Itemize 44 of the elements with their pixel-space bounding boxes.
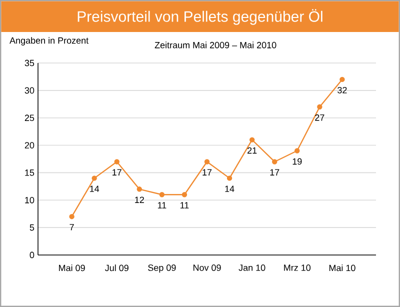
point — [272, 159, 278, 164]
y-tick-label: 20 — [24, 142, 34, 148]
data-label: 21 — [248, 147, 257, 154]
point — [92, 176, 97, 181]
point — [114, 159, 120, 164]
x-tick-label: Mai 10 — [329, 264, 356, 272]
x-tick-label: Mai 09 — [59, 264, 85, 272]
x-tick-label: Jan 10 — [238, 264, 266, 271]
point — [159, 192, 165, 198]
y-tick-label: 10 — [25, 196, 34, 204]
point — [317, 104, 322, 110]
point — [69, 214, 74, 220]
point — [294, 148, 300, 154]
data-label: 14 — [90, 186, 100, 192]
y-tick-label: 30 — [24, 87, 34, 94]
chart-subtitle: Zeitraum Mai 2009 – Mai 2010 — [154, 42, 276, 48]
point — [204, 159, 210, 164]
data-label: 7 — [70, 224, 74, 230]
data-label: 14 — [225, 186, 234, 192]
y-axis-title: Angaben in Prozent — [10, 37, 88, 46]
data-label: 27 — [315, 114, 324, 121]
y-tick-label: 25 — [24, 114, 34, 122]
x-tick-label: Sep 09 — [148, 264, 176, 273]
x-tick-label: Jul 09 — [105, 264, 128, 272]
data-label: 17 — [202, 169, 212, 176]
x-tick-label: Nov 09 — [193, 264, 221, 271]
chart-title: Preisvorteil von Pellets gegenüber Öl — [78, 9, 322, 25]
y-tick-label: 35 — [24, 60, 34, 66]
data-label: 17 — [112, 169, 122, 176]
y-tick-label: 0 — [30, 252, 34, 258]
x-tick-label: Mrz 10 — [284, 264, 311, 271]
data-label: 11 — [180, 202, 189, 208]
data-label: 32 — [338, 86, 347, 94]
data-label: 12 — [135, 196, 144, 203]
point — [226, 176, 232, 181]
point — [182, 192, 188, 198]
point — [249, 137, 255, 142]
data-label: 11 — [158, 202, 166, 208]
y-tick-label: 15 — [25, 170, 34, 176]
y-tick-label: 5 — [30, 224, 34, 231]
point — [340, 76, 345, 82]
data-label: 17 — [270, 169, 280, 176]
data-label: 19 — [292, 158, 302, 165]
point — [136, 186, 142, 192]
